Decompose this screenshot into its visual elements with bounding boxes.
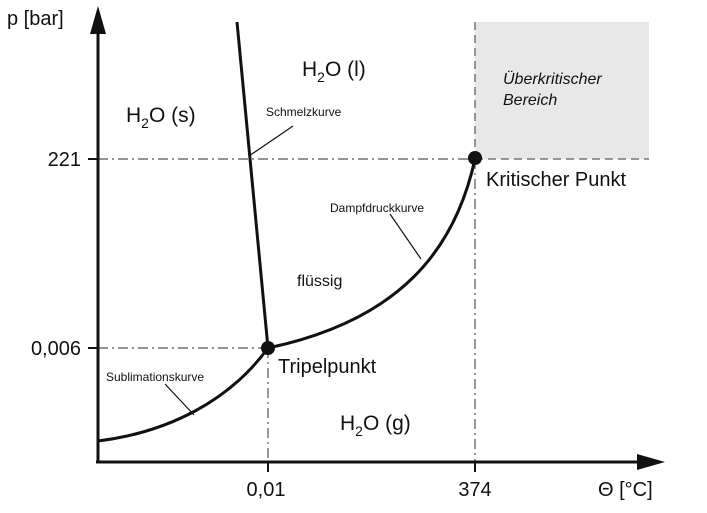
y-axis-label: p [bar]	[7, 8, 64, 30]
y-axis-arrow-icon	[90, 6, 106, 34]
critical-point	[468, 151, 482, 165]
curve-label-vapor-pressure: Dampfdruckkurve	[330, 201, 424, 215]
region-label-liquid-inner: flüssig	[297, 273, 342, 290]
curve-label-sublimation: Sublimationskurve	[106, 370, 204, 384]
y-tick-label-0006: 0,006	[31, 338, 81, 360]
sublimation-curve	[97, 347, 270, 443]
leader-sublimationskurve	[164, 383, 195, 416]
x-axis-arrow-icon	[637, 454, 665, 470]
supercritical-region	[475, 22, 649, 159]
region-label-liquid: H2O (l)	[302, 58, 366, 85]
x-tick-label-001: 0,01	[247, 479, 286, 501]
curve-label-melting: Schmelzkurve	[266, 105, 342, 119]
triple-point-label: Tripelpunkt	[278, 356, 377, 378]
x-tick-label-374: 374	[458, 479, 491, 501]
vapor-pressure-curve	[267, 158, 477, 350]
melting-curve	[235, 21, 270, 349]
leader-dampfdruckkurve	[389, 213, 422, 260]
leader-schmelzkurve	[248, 125, 294, 157]
region-label-gas: H2O (g)	[340, 412, 411, 439]
triple-point	[261, 341, 275, 355]
critical-point-label: Kritischer Punkt	[486, 169, 626, 191]
region-label-solid: H2O (s)	[126, 104, 196, 131]
supercritical-label-line2: Bereich	[503, 92, 557, 109]
x-axis-label: Θ [°C]	[598, 479, 653, 501]
supercritical-label-line1: Überkritischer	[503, 70, 602, 88]
y-tick-label-221: 221	[48, 149, 81, 171]
